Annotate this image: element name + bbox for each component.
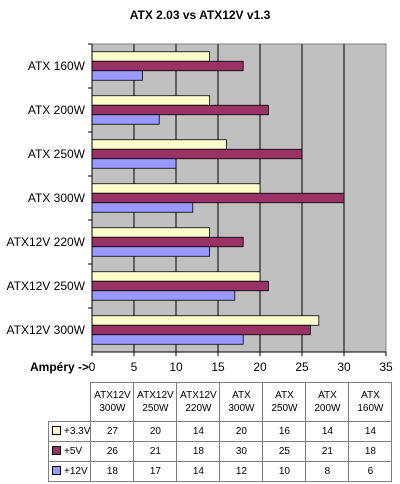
column-header-line: 220W: [185, 403, 212, 414]
table-cell: 30: [219, 441, 264, 462]
data-table: ATX12V 300W ATX12V 250W ATX12V 220W ATX 300W ATX…: [47, 382, 393, 482]
x-tick-label: 35: [379, 360, 393, 374]
table-column-header: ATX12V 300W: [90, 382, 135, 422]
column-header-line: ATX: [275, 390, 294, 401]
category-label: ATX 250W: [28, 147, 86, 161]
x-tick-label: 15: [211, 360, 225, 374]
column-header-line: ATX: [361, 390, 380, 401]
x-axis-label: Ampéry ->: [30, 360, 89, 374]
bar: [91, 139, 227, 150]
bar: [91, 51, 210, 62]
table-cell: 27: [90, 421, 135, 442]
table-cell: 18: [176, 441, 221, 462]
table-cell: 18: [90, 461, 135, 482]
x-tick-label: 25: [295, 360, 309, 374]
column-header-line: 200W: [314, 403, 341, 414]
bar: [91, 324, 311, 336]
legend-swatch: [52, 466, 61, 475]
bar: [91, 202, 194, 213]
legend-swatch: [52, 426, 61, 435]
table-row: +12V 18 17 14 12 10 8 6: [47, 461, 393, 482]
legend-swatch: [52, 446, 61, 455]
legend-entry: +12V: [47, 461, 92, 482]
x-tick-label: 30: [337, 360, 351, 374]
column-header-line: 160W: [357, 403, 384, 414]
x-tick-label: 0: [89, 360, 96, 374]
table-column-header: ATX 160W: [348, 382, 393, 422]
table-cell: 6: [348, 461, 393, 482]
x-tick-label: 10: [169, 360, 183, 374]
table-cell: 17: [133, 461, 178, 482]
legend-entry: +5V: [47, 441, 92, 462]
table-cell: 14: [176, 461, 221, 482]
bar: [91, 148, 303, 160]
category-label: ATX 160W: [28, 59, 86, 73]
column-header-line: 300W: [99, 403, 126, 414]
bar: [91, 227, 210, 238]
column-header-line: ATX12V: [180, 390, 217, 401]
column-header-line: 250W: [142, 403, 169, 414]
bar: [91, 60, 244, 72]
table-cell: 12: [219, 461, 264, 482]
column-header-line: ATX: [232, 390, 251, 401]
table-cell: 18: [348, 441, 393, 462]
bar: [91, 70, 143, 81]
legend-label: +3.3V: [64, 426, 91, 437]
legend-label: +5V: [64, 446, 83, 457]
category-label: ATX12V 250W: [7, 279, 86, 293]
table-cell: 14: [176, 421, 221, 442]
table-header-row: ATX12V 300W ATX12V 250W ATX12V 220W ATX 300W ATX…: [48, 382, 393, 422]
column-header-line: ATX12V: [137, 390, 174, 401]
category-label: ATX 200W: [28, 103, 86, 117]
table-corner: [48, 382, 92, 422]
bar: [91, 104, 269, 116]
column-header-line: 250W: [271, 403, 298, 414]
legend-entry: +3.3V: [47, 421, 92, 442]
category-label: ATX12V 300W: [7, 323, 86, 337]
table-cell: 25: [262, 441, 307, 462]
table-cell: 21: [305, 441, 350, 462]
table-cell: 26: [90, 441, 135, 462]
bar: [91, 290, 236, 301]
table-column-header: ATX12V 250W: [133, 382, 178, 422]
bar: [91, 114, 160, 125]
column-header-line: ATX: [318, 390, 337, 401]
bar: [91, 192, 345, 204]
table-column-header: ATX 200W: [305, 382, 350, 422]
x-tick-label: 5: [131, 360, 138, 374]
bar: [91, 280, 269, 292]
data-table-header: ATX12V 300W ATX12V 250W ATX12V 220W ATX 300W ATX…: [48, 382, 393, 422]
bar: [91, 315, 320, 326]
table-cell: 20: [133, 421, 178, 442]
bar: [91, 95, 210, 106]
category-label: ATX12V 220W: [7, 235, 86, 249]
bar: [91, 271, 261, 282]
table-cell: 10: [262, 461, 307, 482]
table-cell: 14: [348, 421, 393, 442]
table-cell: 21: [133, 441, 178, 462]
table-cell: 14: [305, 421, 350, 442]
bar: [91, 236, 244, 248]
table-cell: 20: [219, 421, 264, 442]
table-cell: 8: [305, 461, 350, 482]
legend-label: +12V: [64, 466, 88, 477]
column-header-line: ATX12V: [94, 390, 131, 401]
bar: [91, 158, 177, 169]
x-tick-label: 20: [253, 360, 267, 374]
bar: [91, 246, 210, 257]
table-column-header: ATX 300W: [219, 382, 264, 422]
table-column-header: ATX12V 220W: [176, 382, 221, 422]
bar: [91, 334, 244, 345]
table-row: +3.3V 27 20 14 20 16 14 14: [47, 421, 393, 442]
data-table-body: +3.3V 27 20 14 20 16 14 14 +5V 26 21 18 30 25 21 18 +12V…: [47, 421, 393, 482]
bar: [91, 183, 261, 194]
table-column-header: ATX 250W: [262, 382, 307, 422]
table-row: +5V 26 21 18 30 25 21 18: [47, 441, 393, 462]
column-header-line: 300W: [228, 403, 255, 414]
table-cell: 16: [262, 421, 307, 442]
chart-title: ATX 2.03 vs ATX12V v1.3: [130, 8, 271, 22]
category-label: ATX 300W: [28, 191, 86, 205]
